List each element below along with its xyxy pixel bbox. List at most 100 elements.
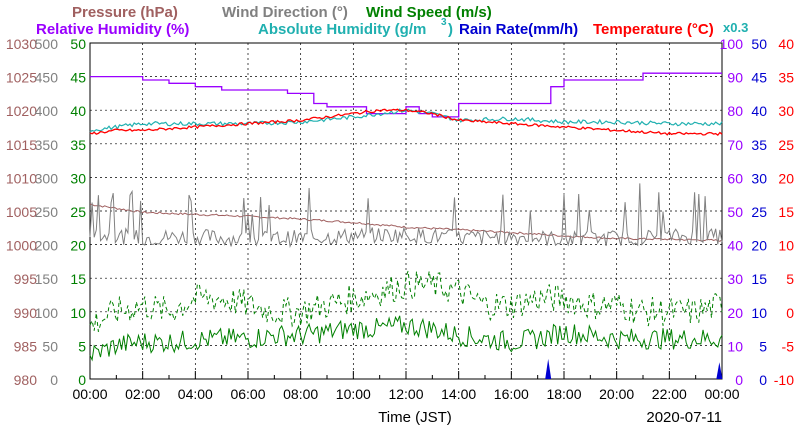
y-tick-label-wind-dir: 0 — [50, 372, 58, 388]
y-tick-label-rh: 0 — [735, 372, 743, 388]
legend-wind-speed: Wind Speed (m/s) — [366, 4, 492, 21]
series-line-pressure — [89, 203, 723, 242]
y-tick-label-temp: 10 — [778, 238, 794, 254]
y-tick-label-wind-speed: 15 — [70, 271, 86, 287]
x-tick-label: 20:00 — [599, 386, 634, 402]
y-tick-label-wind-speed: 5 — [78, 338, 86, 354]
y-tick-label-temp: 40 — [778, 36, 794, 52]
y-tick-label-wind-dir: 50 — [42, 338, 58, 354]
y-tick-label-rain: 0 — [759, 372, 767, 388]
x-tick-label: 16:00 — [494, 386, 529, 402]
y-tick-label-rh: 100 — [720, 36, 744, 52]
x-tick-label: 18:00 — [546, 386, 581, 402]
legend-absolute-humidity-superscript: 3 — [441, 17, 447, 28]
y-tick-label-rain: 45 — [751, 70, 767, 86]
y-tick-label-temp: -5 — [782, 338, 795, 354]
series-line-wind-gust — [89, 270, 723, 332]
y-tick-label-wind-dir: 200 — [35, 238, 59, 254]
y-tick-label-rain: 30 — [751, 170, 767, 186]
x-tick-label: 04:00 — [178, 386, 213, 402]
legend-relative-humidity: Relative Humidity (%) — [36, 21, 189, 38]
y-tick-label-temp: 0 — [786, 305, 794, 321]
x-tick-label: 06:00 — [230, 386, 265, 402]
y-tick-label-wind-dir: 450 — [35, 70, 59, 86]
y-tick-label-pressure: 1025 — [6, 70, 37, 86]
y-tick-label-pressure: 985 — [14, 338, 38, 354]
y-tick-label-wind-speed: 35 — [70, 137, 86, 153]
y-tick-label-temp: 20 — [778, 170, 794, 186]
y-tick-label-rain: 5 — [759, 338, 767, 354]
legend-absolute-humidity: Absolute Humidity (g/m — [258, 21, 426, 38]
y-tick-label-wind-dir: 250 — [35, 204, 59, 220]
y-tick-label-rh: 60 — [727, 170, 743, 186]
y-tick-label-rain: 50 — [751, 36, 767, 52]
y-tick-label-rh: 30 — [727, 271, 743, 287]
y-tick-label-temp: 5 — [786, 271, 794, 287]
legend-absolute-humidity-close: ) — [448, 21, 453, 38]
x-tick-label: 22:00 — [652, 386, 687, 402]
x-tick-label: 00:00 — [704, 386, 739, 402]
y-tick-label-wind-dir: 500 — [35, 36, 59, 52]
y-tick-label-rh: 10 — [727, 338, 743, 354]
y-tick-label-pressure: 980 — [14, 372, 38, 388]
y-tick-label-rh: 70 — [727, 137, 743, 153]
legend-wind-direction: Wind Direction (°) — [222, 4, 348, 21]
y-tick-label-pressure: 1015 — [6, 137, 37, 153]
y-tick-label-wind-dir: 300 — [35, 170, 59, 186]
y-tick-label-wind-speed: 20 — [70, 238, 86, 254]
series-line-wind-speed — [89, 315, 723, 362]
y-tick-label-pressure: 1020 — [6, 103, 37, 119]
legend-pressure: Pressure (hPa) — [72, 4, 178, 21]
y-tick-label-rh: 20 — [727, 305, 743, 321]
y-tick-label-wind-dir: 150 — [35, 271, 59, 287]
y-tick-label-rain: 10 — [751, 305, 767, 321]
legend-temperature: Temperature (°C) — [593, 21, 714, 38]
y-tick-label-rain: 20 — [751, 238, 767, 254]
y-tick-label-wind-dir: 100 — [35, 305, 59, 321]
y-tick-label-rh: 50 — [727, 204, 743, 220]
series-line-temp — [89, 108, 723, 136]
y-tick-label-rh: 80 — [727, 103, 743, 119]
x-tick-label: 10:00 — [336, 386, 371, 402]
x-tick-label: 02:00 — [125, 386, 160, 402]
y-tick-label-wind-speed: 45 — [70, 70, 86, 86]
y-tick-label-temp: 30 — [778, 103, 794, 119]
y-tick-label-wind-speed: 0 — [78, 372, 86, 388]
y-tick-label-rain: 25 — [751, 204, 767, 220]
y-tick-label-pressure: 1000 — [6, 238, 37, 254]
x-tick-label: 00:00 — [72, 386, 107, 402]
y-tick-label-pressure: 1005 — [6, 204, 37, 220]
y-tick-label-wind-speed: 50 — [70, 36, 86, 52]
y-tick-label-temp: 25 — [778, 137, 794, 153]
y-tick-label-wind-speed: 25 — [70, 204, 86, 220]
y-tick-label-pressure: 1010 — [6, 170, 37, 186]
series-line-wind-dir — [89, 183, 723, 249]
rain-rate-bar — [545, 358, 552, 379]
x-axis-title: Time (JST) — [378, 409, 452, 426]
legend-rain-rate: Rain Rate(mm/h) — [459, 21, 578, 38]
y-tick-label-rain: 35 — [751, 137, 767, 153]
y-tick-label-wind-dir: 400 — [35, 103, 59, 119]
y-tick-label-rh: 90 — [727, 70, 743, 86]
date-label: 2020-07-11 — [646, 409, 722, 426]
y-tick-label-wind-speed: 40 — [70, 103, 86, 119]
series-line-abs-hum — [89, 108, 723, 133]
y-tick-label-pressure: 995 — [14, 271, 38, 287]
y-tick-label-rain: 40 — [751, 103, 767, 119]
x-tick-label: 08:00 — [283, 386, 318, 402]
y-tick-label-pressure: 1030 — [6, 36, 37, 52]
y-tick-label-pressure: 990 — [14, 305, 38, 321]
rain-rate-bar — [716, 362, 723, 379]
x-tick-label: 12:00 — [388, 386, 423, 402]
y-tick-label-wind-speed: 10 — [70, 305, 86, 321]
y-tick-label-temp: 35 — [778, 70, 794, 86]
y-tick-label-wind-speed: 30 — [70, 170, 86, 186]
y-tick-label-rain: 15 — [751, 271, 767, 287]
x-tick-label: 14:00 — [441, 386, 476, 402]
y-tick-label-temp: -10 — [774, 372, 794, 388]
y-tick-label-temp: 15 — [778, 204, 794, 220]
legend-absolute-humidity-scale: x0.3 — [723, 20, 748, 35]
y-tick-label-wind-dir: 350 — [35, 137, 59, 153]
y-tick-label-rh: 40 — [727, 238, 743, 254]
